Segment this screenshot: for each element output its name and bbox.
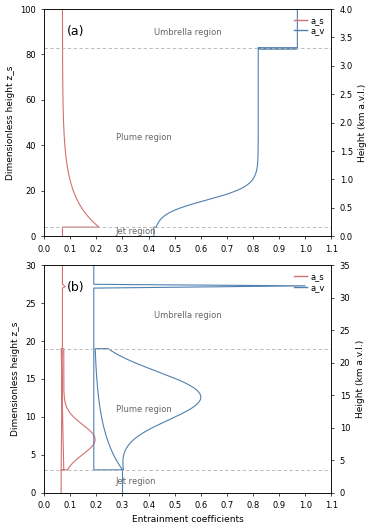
Legend: a_s, a_v: a_s, a_v xyxy=(292,13,327,38)
Y-axis label: Height (km a.v.l.): Height (km a.v.l.) xyxy=(356,340,365,418)
X-axis label: Entrainment coefficients: Entrainment coefficients xyxy=(132,516,244,525)
Text: Umbrella region: Umbrella region xyxy=(154,28,222,37)
Y-axis label: Dimensionless height z_s: Dimensionless height z_s xyxy=(11,322,20,436)
Legend: a_s, a_v: a_s, a_v xyxy=(292,270,327,294)
Text: Plume region: Plume region xyxy=(116,405,171,414)
Text: Jet region: Jet region xyxy=(115,227,156,236)
Text: (a): (a) xyxy=(67,25,85,38)
Text: Jet region: Jet region xyxy=(115,476,156,485)
Text: Plume region: Plume region xyxy=(116,133,171,142)
Y-axis label: Height (km a.v.l.): Height (km a.v.l.) xyxy=(358,84,367,162)
Y-axis label: Dimensionless height z_s: Dimensionless height z_s xyxy=(6,65,15,180)
Text: (b): (b) xyxy=(67,281,85,294)
Text: Umbrella region: Umbrella region xyxy=(154,311,222,320)
